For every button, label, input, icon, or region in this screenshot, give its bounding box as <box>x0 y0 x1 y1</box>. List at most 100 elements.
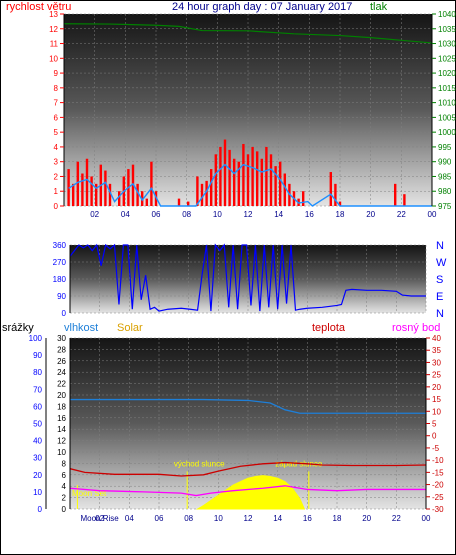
rain-tick-label: 100 <box>29 334 43 343</box>
wind-direction-line <box>69 243 426 312</box>
wind-gust-bar <box>256 151 259 206</box>
temp-tick-label: -30 <box>432 505 444 514</box>
temperature-polyline <box>69 461 427 477</box>
temp-time-tick-label: 00 <box>422 514 431 523</box>
wind-gust-bar <box>302 191 305 206</box>
direction-tick-label: 270 <box>53 258 67 267</box>
wind-tick-label: 12 <box>49 25 58 34</box>
rain-tick-label: 60 <box>33 402 42 411</box>
temperature-line <box>69 461 427 477</box>
pressure-tick-label: 1040 <box>438 10 456 19</box>
compass-tick-label: N <box>436 308 444 320</box>
wind-gust-bar <box>150 161 153 206</box>
rain-tick-label: 30 <box>33 454 42 463</box>
secondary-left-tick-label: 14 <box>57 425 66 434</box>
time-tick-label: 12 <box>244 210 253 219</box>
temperature-legend: teplota <box>312 322 346 334</box>
pressure-tick-label: 1000 <box>438 128 456 137</box>
wind-tick-label: 5 <box>54 128 59 137</box>
temp-time-tick-label: 16 <box>303 514 312 523</box>
dewpoint-line <box>69 485 426 497</box>
time-tick-label: 06 <box>152 210 161 219</box>
wind-tick-label: 6 <box>54 113 59 122</box>
wind-gust-bar <box>108 183 112 206</box>
pressure-tick-label: 980 <box>438 187 452 196</box>
pressure-ticks: 975 980 985 990 995 1000 1005 1010 1015 1020 1025 1… <box>432 10 456 211</box>
pressure-axis-title: tlak <box>370 1 388 13</box>
wind-grid <box>64 13 433 207</box>
direction-grid <box>70 244 427 314</box>
temp-time-tick-label: 22 <box>392 514 401 523</box>
secondary-left-tick-label: 0 <box>62 505 67 514</box>
time-tick-label: 04 <box>121 210 130 219</box>
pressure-tick-label: 1030 <box>438 40 456 49</box>
secondary-left-tick-label: 28 <box>57 345 66 354</box>
temperature-humidity-panel: srážky vlhkost Solar teplota rosný bod v… <box>2 322 444 523</box>
solar-legend: Solar <box>117 322 143 334</box>
rain-ticks: 0 10 20 30 40 50 60 70 80 90 100 <box>29 334 43 514</box>
pressure-tick-label: 1035 <box>438 25 456 34</box>
temp-tick-label: 15 <box>432 395 441 404</box>
temp-time-ticks: 02 04 06 08 10 12 14 16 18 20 22 00 <box>95 514 431 523</box>
pressure-tick-label: 1020 <box>438 69 456 78</box>
pressure-line <box>63 23 433 44</box>
secondary-left-tick-label: 30 <box>57 334 66 343</box>
wind-tick-label: 7 <box>54 99 59 108</box>
wind-gust-bar <box>260 158 263 206</box>
wind-tick-label: 9 <box>54 69 59 78</box>
temp-tick-label: -10 <box>432 456 444 465</box>
wind-gust-bar <box>403 194 406 206</box>
rain-tick-label: 80 <box>33 368 42 377</box>
wind-gust-bar <box>246 154 250 206</box>
temp-tick-label: 20 <box>432 383 441 392</box>
time-tick-label: 02 <box>90 210 99 219</box>
temp-tick-label: 10 <box>432 407 441 416</box>
time-tick-label: 16 <box>305 210 314 219</box>
wind-gust-bar <box>237 161 240 206</box>
solar-area <box>195 475 306 510</box>
pressure-tick-label: 985 <box>438 172 452 181</box>
direction-degree-ticks: 0 90 180 270 360 <box>53 241 67 318</box>
temp-time-tick-label: 02 <box>95 514 104 523</box>
wind-gust-bar <box>242 143 245 206</box>
wind-gust-bar <box>90 176 93 206</box>
wind-gust-bar <box>72 183 75 206</box>
wind-tick-label: 10 <box>49 54 58 63</box>
rain-tick-label: 90 <box>33 351 42 360</box>
wind-tick-label: 8 <box>54 84 59 93</box>
wind-gust-bar <box>233 158 236 206</box>
pressure-polyline <box>63 23 433 44</box>
secondary-left-tick-label: 4 <box>62 482 67 491</box>
temp-tick-label: -25 <box>432 493 444 502</box>
rain-tick-label: 0 <box>38 505 43 514</box>
rain-axis-title: srážky <box>2 322 34 334</box>
wind-gust-bar <box>214 154 217 206</box>
wind-gust-bar <box>219 146 222 206</box>
wind-gust-bar <box>76 161 79 206</box>
wind-gust-bar <box>210 169 213 206</box>
secondary-left-tick-label: 18 <box>57 402 66 411</box>
time-tick-label: 08 <box>182 210 191 219</box>
temp-time-tick-label: 04 <box>125 514 134 523</box>
wind-gust-bar <box>228 149 231 206</box>
pressure-tick-label: 1005 <box>438 113 456 122</box>
temp-tick-label: -5 <box>432 444 440 453</box>
rain-tick-label: 10 <box>33 488 42 497</box>
moonset-label: Moon Set <box>72 489 107 498</box>
wind-gust-bar <box>274 166 277 206</box>
wind-gust-bar <box>118 191 121 206</box>
average-wind-line <box>68 163 432 207</box>
compass-tick-label: W <box>436 257 447 269</box>
compass-tick-label: S <box>436 274 443 286</box>
wind-gust-bar <box>394 183 397 206</box>
humidity-legend: vlhkost <box>64 322 98 334</box>
temp-tick-label: 30 <box>432 358 441 367</box>
wind-gust-bar <box>265 146 268 206</box>
secondary-left-tick-label: 22 <box>57 380 66 389</box>
temp-time-tick-label: 06 <box>155 514 164 523</box>
